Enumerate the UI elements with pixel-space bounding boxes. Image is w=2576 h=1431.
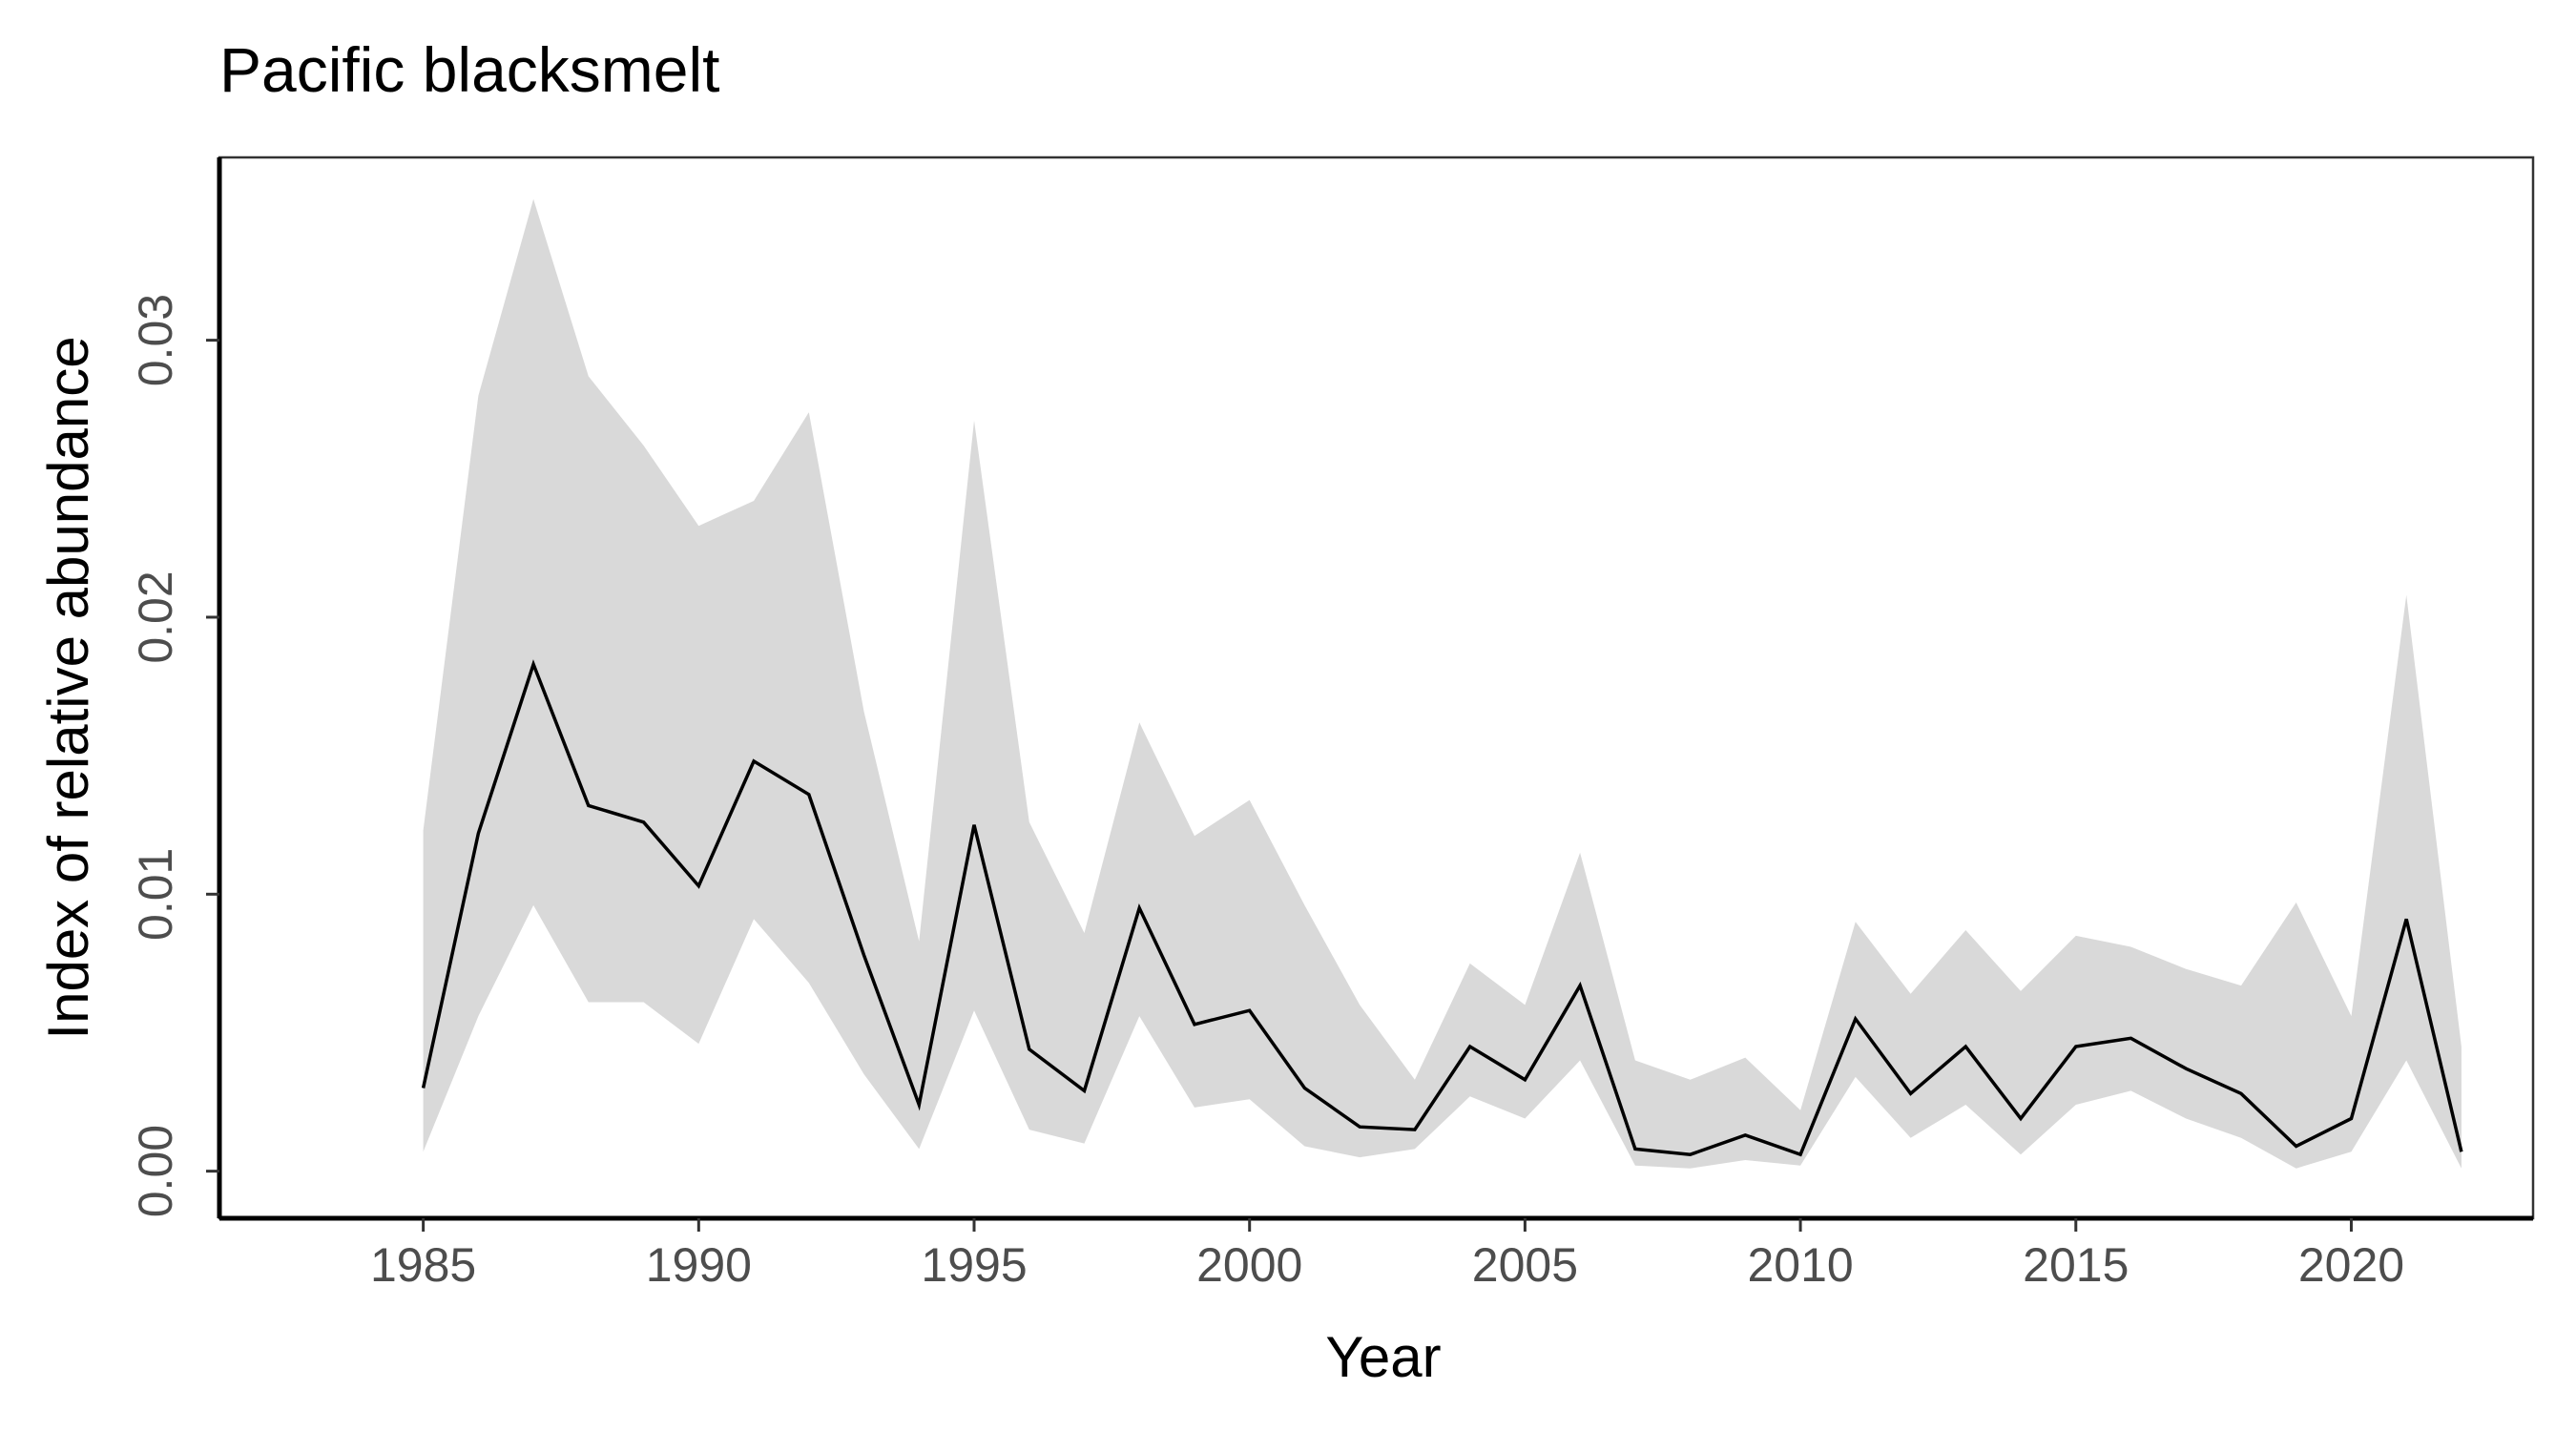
confidence-band-area (423, 198, 2462, 1169)
chart-title: Pacific blacksmelt (219, 34, 720, 105)
data-point (1193, 1023, 1196, 1027)
data-point (2184, 1067, 2188, 1070)
estimate-line-group (421, 659, 2463, 1157)
data-point (2350, 1117, 2354, 1121)
data-point (2239, 1091, 2243, 1095)
data-point (972, 823, 976, 827)
y-tick-label: 0.03 (129, 294, 182, 386)
y-tick-label: 0.00 (129, 1125, 182, 1217)
x-tick-label: 2005 (1472, 1238, 1578, 1292)
data-point (1358, 1125, 1361, 1129)
data-point (1028, 1047, 1031, 1051)
data-point (1083, 1089, 1087, 1092)
data-point (1854, 1017, 1858, 1021)
data-point (531, 662, 535, 666)
data-point (862, 953, 866, 957)
data-point (696, 884, 700, 888)
x-tick-label: 2000 (1196, 1238, 1302, 1292)
data-point (1302, 1087, 1306, 1090)
data-point (1413, 1128, 1417, 1131)
data-point (1798, 1152, 1802, 1156)
x-tick-label: 2015 (2023, 1238, 2129, 1292)
data-point (2129, 1036, 2133, 1040)
confidence-band (423, 198, 2462, 1169)
data-point (2404, 917, 2408, 921)
x-tick-label: 2010 (1747, 1238, 1853, 1292)
data-point (587, 803, 591, 807)
data-point (1963, 1045, 1967, 1048)
data-point (1248, 1008, 1252, 1012)
data-point (2295, 1145, 2298, 1149)
data-point (917, 1103, 921, 1107)
x-tick-label: 1985 (370, 1238, 476, 1292)
data-point (1743, 1133, 1747, 1137)
x-tick-label: 2020 (2298, 1238, 2404, 1292)
x-tick-label: 1995 (921, 1238, 1027, 1292)
data-point (1523, 1078, 1527, 1082)
data-point (422, 1087, 426, 1090)
data-point (1468, 1045, 1472, 1048)
data-point (2460, 1150, 2463, 1153)
y-tick-label: 0.01 (129, 848, 182, 941)
data-point (642, 820, 646, 824)
data-point (1909, 1091, 1913, 1095)
plot-area (218, 156, 2535, 1220)
data-point (1137, 906, 1141, 910)
y-tick-label: 0.02 (129, 570, 182, 663)
data-point (807, 793, 811, 797)
y-axis-title: Index of relative abundance (36, 336, 100, 1039)
x-axis-ticks: 1985 1990 1995 2000 2005 2010 2015 2020 (370, 1218, 2404, 1292)
data-point (2074, 1045, 2078, 1048)
data-point (752, 759, 756, 763)
data-point (1578, 984, 1582, 987)
data-point (1689, 1152, 1693, 1156)
estimate-line (421, 659, 2463, 1157)
data-point (476, 831, 480, 835)
data-point (1633, 1147, 1637, 1151)
x-axis-title: Year (1325, 1325, 1441, 1389)
x-tick-label: 1990 (646, 1238, 752, 1292)
y-axis-ticks: 0.00 0.01 0.02 0.03 (129, 294, 219, 1217)
data-point (2019, 1117, 2023, 1121)
